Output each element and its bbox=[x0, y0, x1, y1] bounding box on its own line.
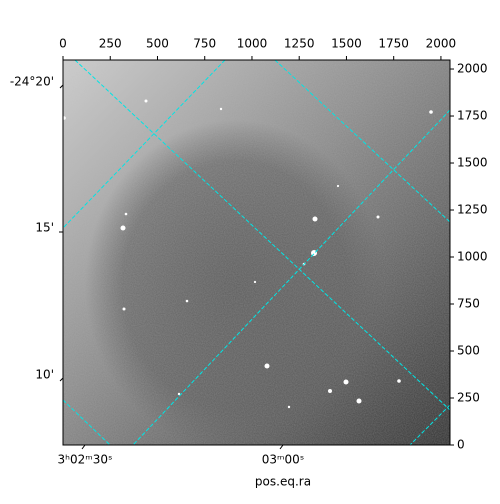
x-tick-label: 1500 bbox=[331, 37, 362, 51]
x-tick-label: 500 bbox=[146, 37, 169, 51]
ra-tick-label: 03ᵐ00ˢ bbox=[262, 453, 305, 467]
y-tick-label: 1500 bbox=[457, 156, 488, 170]
y-tick-label: 1000 bbox=[457, 250, 488, 264]
x-tick-label: 1750 bbox=[378, 37, 409, 51]
y-tick-label: 2000 bbox=[457, 62, 488, 76]
x-tick-label: 250 bbox=[99, 37, 122, 51]
ra-tick-label: 3ʰ02ᵐ30ˢ bbox=[58, 453, 113, 467]
dec-tick-label: 15' bbox=[35, 221, 54, 235]
y-tick-label: 250 bbox=[457, 391, 480, 405]
x-tick-label: 2000 bbox=[426, 37, 457, 51]
x-axis-label: pos.eq.ra bbox=[255, 475, 311, 489]
plot-frame bbox=[62, 59, 451, 446]
dec-tick-label: -24°20' bbox=[10, 75, 54, 89]
coordinate-grid bbox=[63, 60, 450, 445]
y-tick-label: 500 bbox=[457, 344, 480, 358]
x-tick-label: 1000 bbox=[237, 37, 268, 51]
x-tick-label: 1250 bbox=[284, 37, 315, 51]
dec-tick-label: 10' bbox=[35, 368, 54, 382]
y-tick-label: 750 bbox=[457, 297, 480, 311]
x-tick-label: 0 bbox=[59, 37, 67, 51]
y-tick-label: 1750 bbox=[457, 109, 488, 123]
sky-image bbox=[63, 60, 450, 445]
x-tick-label: 750 bbox=[193, 37, 216, 51]
y-tick-label: 1250 bbox=[457, 203, 488, 217]
world-ticks bbox=[59, 84, 284, 450]
y-tick-label: 0 bbox=[457, 438, 465, 452]
